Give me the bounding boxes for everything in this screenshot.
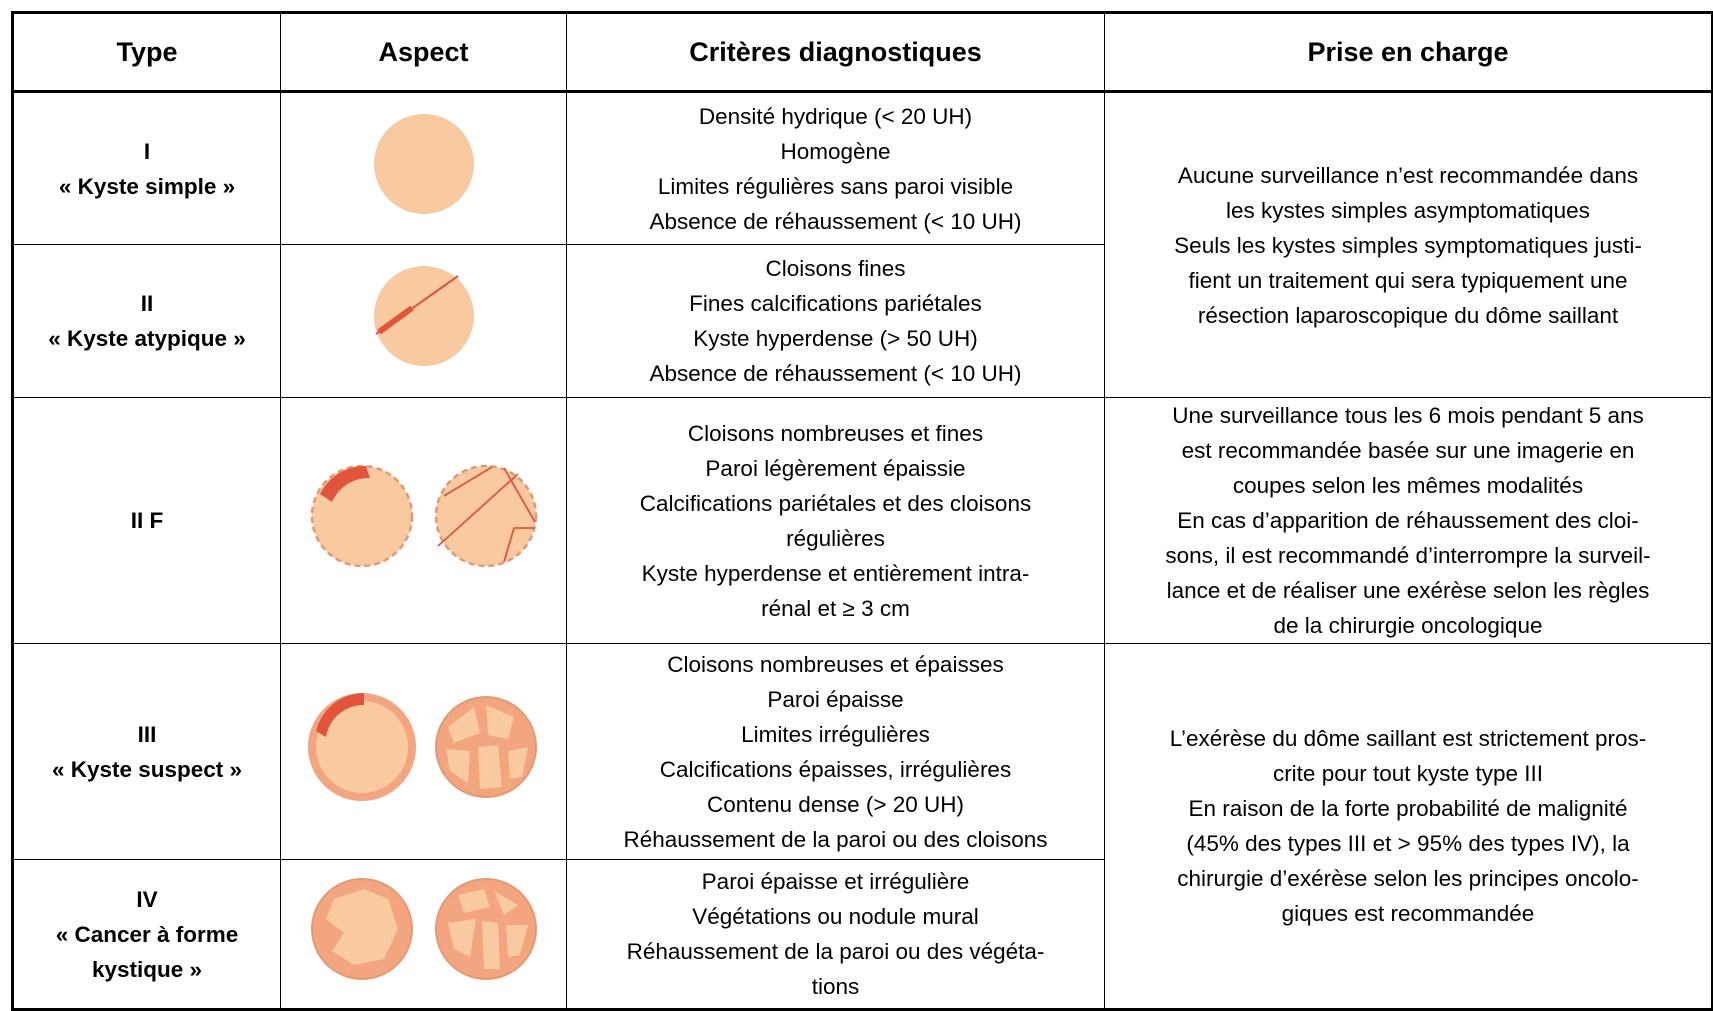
- type-cell: IV « Cancer à forme kystique »: [12, 859, 281, 1010]
- criteria-line: tions: [811, 974, 860, 999]
- type-label: II: [140, 291, 154, 316]
- type-name: kystique »: [91, 956, 203, 982]
- criteria-cell: Cloisons fines Fines calcifications parié…: [566, 244, 1105, 398]
- cyst-illustration: [373, 266, 474, 366]
- management-cell: Une surveillance tous les 6 mois pendant…: [1104, 397, 1713, 644]
- table-row: III « Kyste suspect » Cloisons nombreuses …: [12, 643, 1713, 1010]
- management-line: coupes selon les mêmes modalités: [1232, 473, 1584, 498]
- management-line: (45% des types III et > 95% des types IV…: [1186, 831, 1630, 856]
- type-name: « Kyste simple »: [58, 173, 236, 199]
- criteria-cell: Paroi épaisse et irrégulière Végétations …: [566, 859, 1105, 1010]
- table-row: I « Kyste simple » Densité hydrique (< 20 …: [12, 91, 1713, 398]
- aspect-cell: [280, 643, 567, 860]
- aspect-cell: [280, 244, 567, 398]
- column-header: Type: [12, 12, 281, 93]
- management-line: fient un traitement qui sera typiquement…: [1188, 267, 1628, 293]
- table-body: I « Kyste simple » Densité hydrique (< 20 …: [12, 91, 1713, 1010]
- criteria-line: Fines calcifications pariétales: [689, 291, 982, 316]
- management-line: lance et de réaliser une exérèse selon l…: [1166, 578, 1650, 603]
- criteria-line: Densité hydrique (< 20 UH): [698, 103, 973, 129]
- management-line: En cas d’apparition de réhaussement des …: [1177, 508, 1639, 533]
- type-label: II F: [130, 508, 164, 533]
- criteria-line: Cloisons nombreuses et épaisses: [667, 651, 1004, 677]
- type-label: IV: [136, 886, 158, 912]
- management-cell: Aucune surveillance n’est recommandée da…: [1104, 91, 1713, 398]
- management-line: En raison de la forte probabilité de mal…: [1188, 796, 1628, 821]
- criteria-cell: Cloisons nombreuses et fines Paroi légère…: [566, 397, 1105, 644]
- criteria-line: Végétations ou nodule mural: [692, 904, 979, 929]
- aspect-cell: [280, 397, 567, 644]
- criteria-line: régulières: [786, 525, 885, 551]
- criteria-line: Réhaussement de la paroi ou des cloisons: [623, 826, 1048, 852]
- cyst-illustration: [307, 692, 537, 801]
- management-line: crite pour tout kyste type III: [1272, 761, 1544, 786]
- cyst-illustration: [373, 113, 474, 214]
- management-line: Aucune surveillance n’est recommandée da…: [1177, 162, 1639, 188]
- type-name: « Kyste atypique »: [48, 326, 246, 351]
- management-line: est recommandée basée sur une imagerie e…: [1181, 438, 1635, 463]
- criteria-cell: Densité hydrique (< 20 UH) Homogène Limite…: [566, 91, 1105, 245]
- criteria-line: Paroi légèrement épaissie: [705, 455, 966, 481]
- management-line: chirurgie d’exérèse selon les principes …: [1177, 866, 1639, 891]
- bosniak-table: Type Aspect Critères diagnostiques Prise en…: [11, 11, 1713, 1011]
- type-cell: I « Kyste simple »: [12, 91, 281, 245]
- type-label: III: [137, 721, 157, 747]
- type-name: « Cancer à forme: [55, 921, 239, 947]
- management-line: les kystes simples asymptomatiques: [1226, 197, 1590, 223]
- criteria-line: Absence de réhaussement (< 10 UH): [649, 208, 1022, 234]
- criteria-line: rénal et ≥ 3 cm: [761, 595, 910, 621]
- type-name: « Kyste suspect »: [51, 756, 243, 782]
- table-row: II « Kyste atypique » Cloisons fines Fines …: [12, 244, 1713, 398]
- management-line: de la chirurgie oncologique: [1273, 613, 1543, 638]
- criteria-line: Cloisons nombreuses et fines: [687, 420, 984, 446]
- management-line: L’exérèse du dôme saillant est stricteme…: [1169, 726, 1647, 751]
- management-line: giques est recommandée: [1281, 901, 1535, 926]
- table-row: II F Cloisons nombreuses et fines Paroi lé…: [12, 397, 1713, 644]
- criteria-line: Absence de réhaussement (< 10 UH): [649, 361, 1022, 386]
- column-header: Critères diagnostiques: [566, 12, 1105, 93]
- criteria-line: Limites irrégulières: [741, 721, 930, 747]
- type-cell: II F: [12, 397, 281, 644]
- criteria-line: Kyste hyperdense (> 50 UH): [693, 326, 978, 351]
- aspect-cell: [280, 91, 567, 245]
- criteria-line: Cloisons fines: [765, 256, 906, 281]
- management-line: résection laparoscopique du dôme saillan…: [1197, 302, 1619, 328]
- management-line: sons, il est recommandé d’interrompre la…: [1165, 543, 1651, 568]
- column-header: Aspect: [280, 12, 567, 93]
- type-cell: II « Kyste atypique »: [12, 244, 281, 398]
- aspect-cell: [280, 859, 567, 1010]
- criteria-line: Kyste hyperdense et entièrement intra-: [641, 560, 1030, 586]
- criteria-line: Limites régulières sans paroi visible: [657, 173, 1014, 199]
- header-row: Type Aspect Critères diagnostiques Prise en…: [12, 12, 1713, 93]
- cyst-illustration: [310, 464, 537, 567]
- table-row: IV « Cancer à forme kystique » Paroi épaiss…: [12, 859, 1713, 1010]
- criteria-line: Paroi épaisse et irrégulière: [701, 869, 970, 894]
- criteria-line: Contenu dense (> 20 UH): [706, 791, 965, 817]
- management-line: Une surveillance tous les 6 mois pendant…: [1172, 403, 1644, 428]
- management-cell: L’exérèse du dôme saillant est stricteme…: [1104, 643, 1713, 1010]
- management-line: Seuls les kystes simples symptomatiques …: [1174, 232, 1642, 258]
- criteria-line: Réhaussement de la paroi ou des végéta-: [626, 939, 1045, 964]
- type-label: I: [143, 138, 151, 164]
- criteria-line: Paroi épaisse: [767, 686, 904, 712]
- criteria-line: Homogène: [780, 138, 891, 164]
- type-cell: III « Kyste suspect »: [12, 643, 281, 860]
- cyst-illustration: [310, 878, 537, 980]
- criteria-cell: Cloisons nombreuses et épaisses Paroi épa…: [566, 643, 1105, 860]
- criteria-line: Calcifications épaisses, irrégulières: [659, 756, 1012, 782]
- criteria-line: Calcifications pariétales et des cloison…: [639, 490, 1032, 516]
- column-header: Prise en charge: [1104, 12, 1713, 93]
